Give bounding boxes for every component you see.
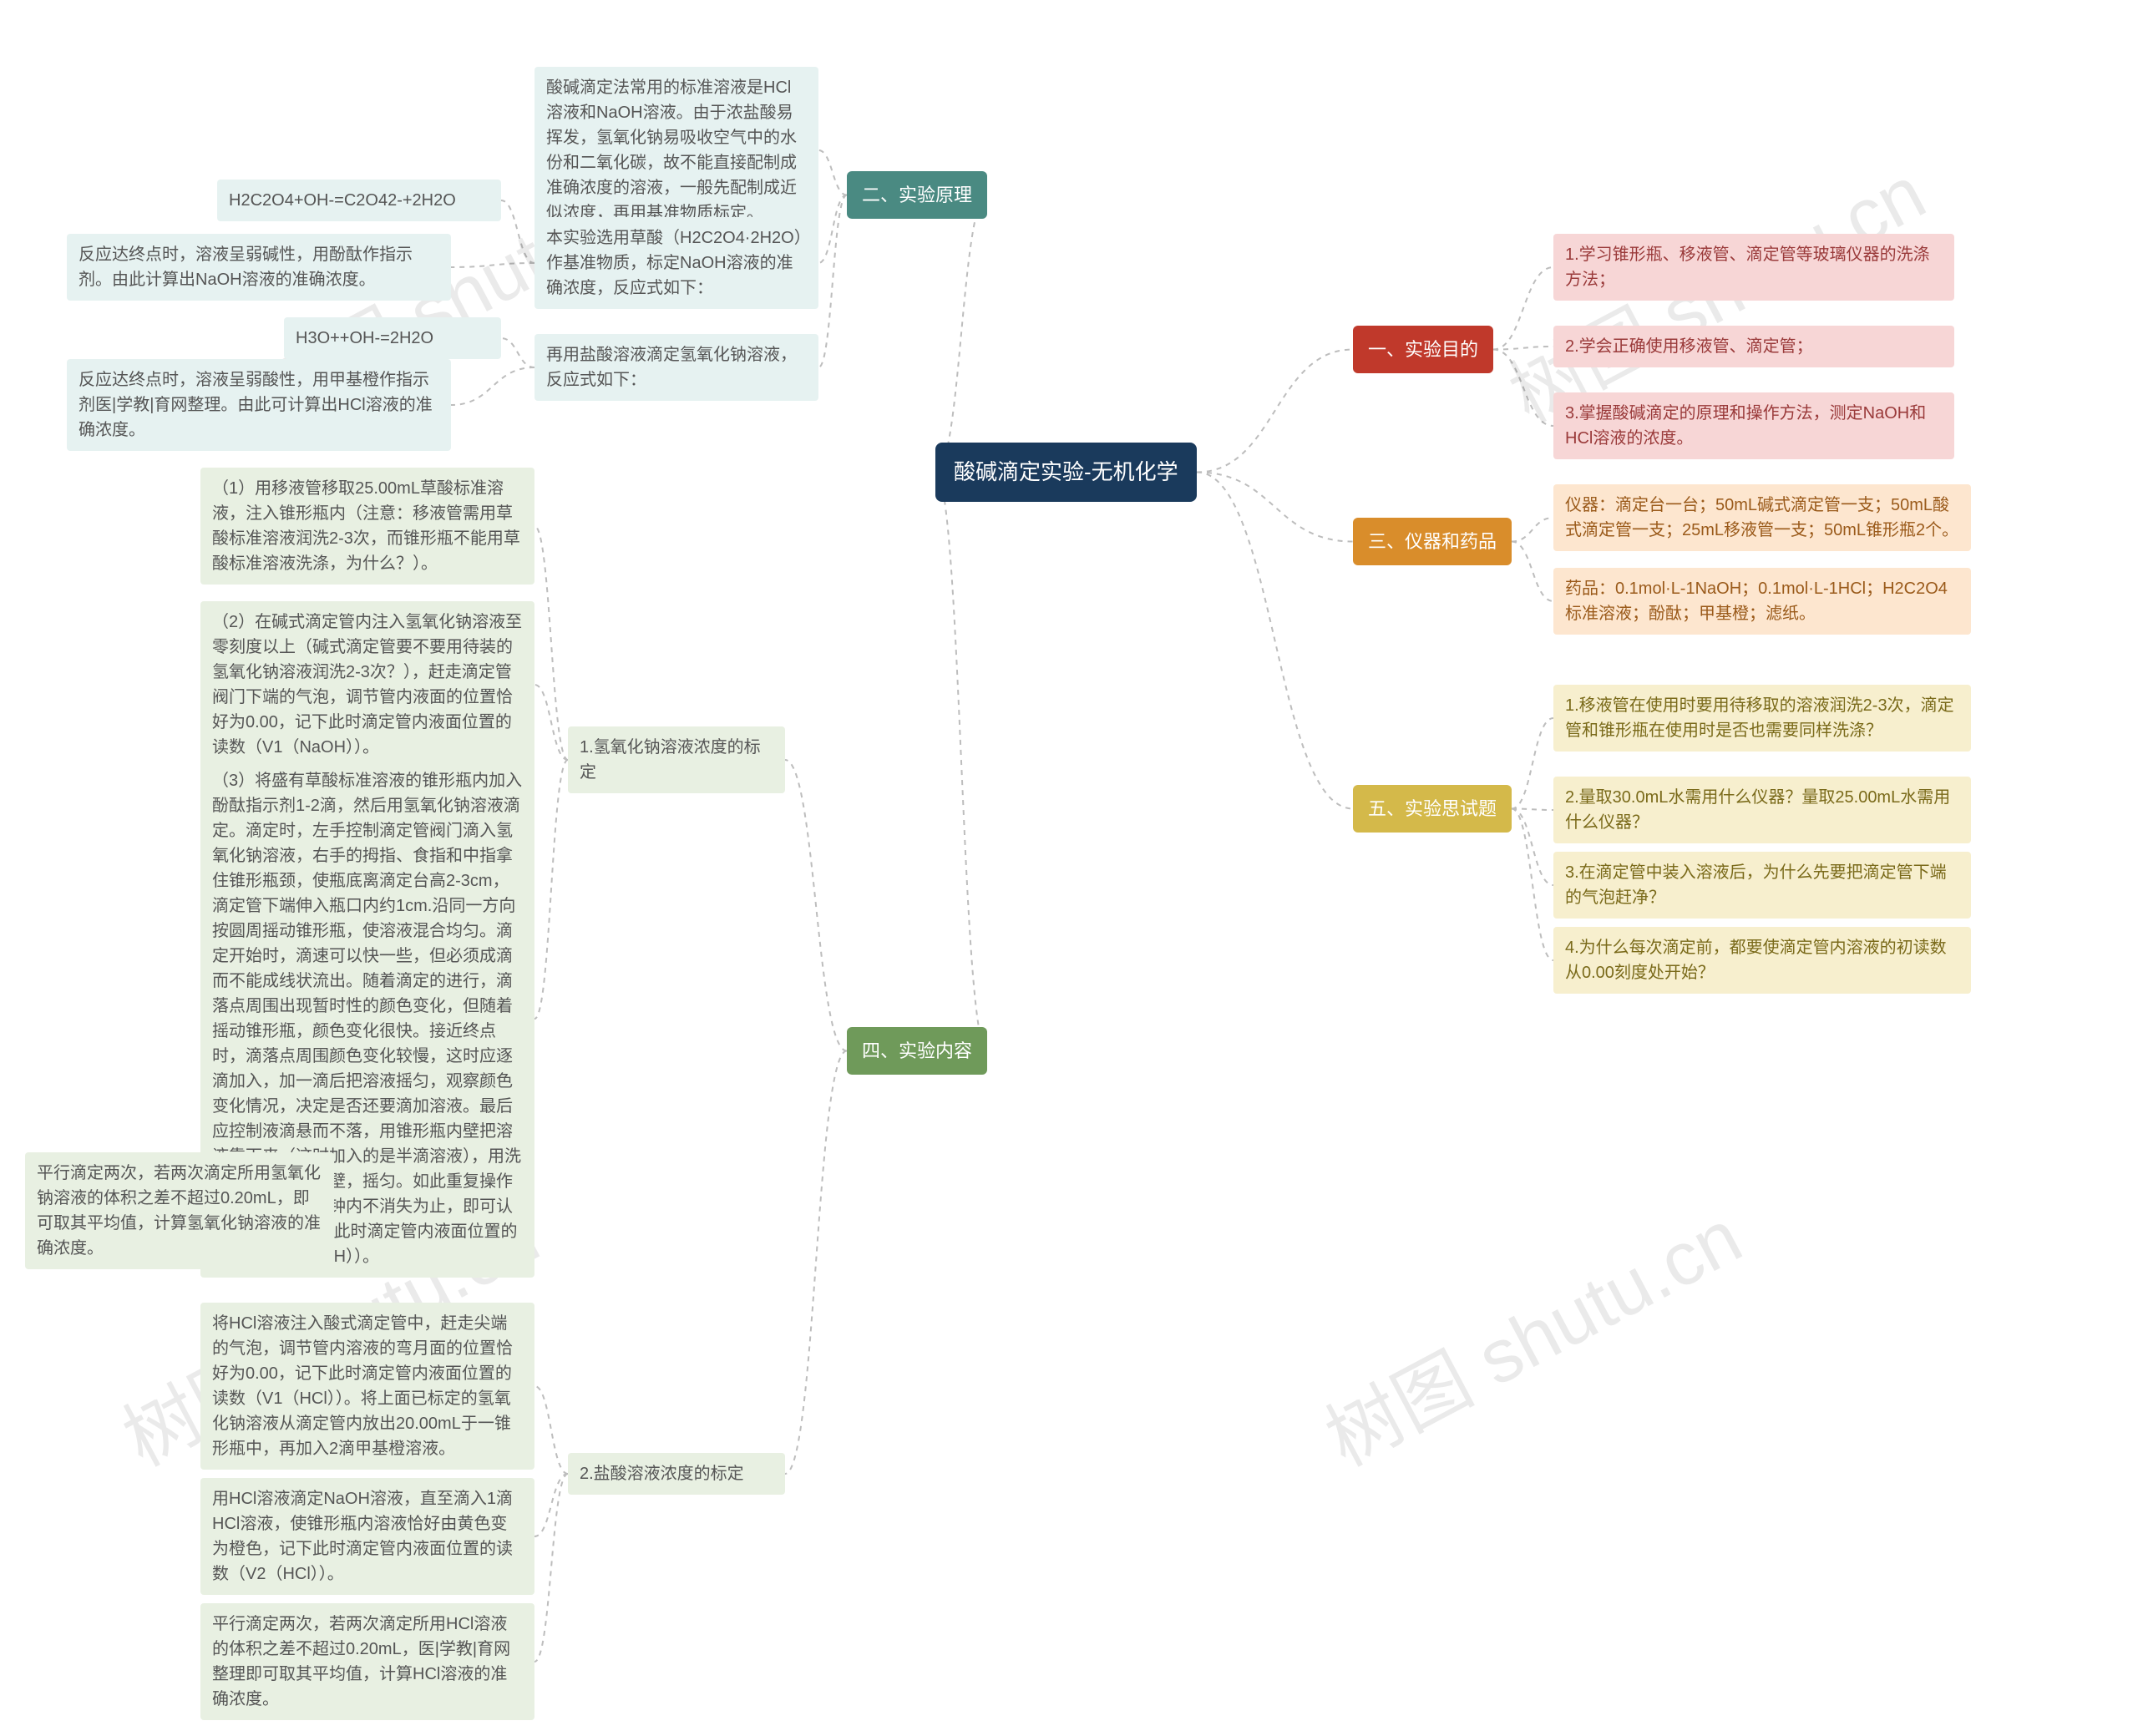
content-s2c: 平行滴定两次，若两次滴定所用HCl溶液的体积之差不超过0.20mL，医|学教|育… xyxy=(200,1603,534,1720)
branch-content[interactable]: 四、实验内容 xyxy=(847,1027,987,1075)
branch-questions[interactable]: 五、实验思试题 xyxy=(1353,785,1512,833)
question-3: 3.在滴定管中装入溶液后，为什么先要把滴定管下端的气泡赶净？ xyxy=(1553,852,1971,919)
apparatus-item-2: 药品：0.1mol·L-1NaOH；0.1mol·L-1HCl；H2C2O4标准… xyxy=(1553,568,1971,635)
question-2: 2.量取30.0mL水需用什么仪器？量取25.00mL水需用什么仪器？ xyxy=(1553,777,1971,843)
principle-n1: 酸碱滴定法常用的标准溶液是HCl溶液和NaOH溶液。由于浓盐酸易挥发，氢氧化钠易… xyxy=(534,67,818,234)
branch-apparatus[interactable]: 三、仪器和药品 xyxy=(1353,518,1512,565)
purpose-item-3: 3.掌握酸碱滴定的原理和操作方法，测定NaOH和HCl溶液的浓度。 xyxy=(1553,392,1954,459)
question-1: 1.移液管在使用时要用待移取的溶液润洗2-3次，滴定管和锥形瓶在使用时是否也需要… xyxy=(1553,685,1971,752)
principle-n3: 再用盐酸溶液滴定氢氧化钠溶液，反应式如下： xyxy=(534,334,818,401)
principle-n2a: H2C2O4+OH-=C2O42-+2H2O xyxy=(217,180,501,221)
principle-n2: 本实验选用草酸（H2C2O4·2H2O）作基准物质，标定NaOH溶液的准确浓度，… xyxy=(534,217,818,309)
purpose-item-1: 1.学习锥形瓶、移液管、滴定管等玻璃仪器的洗涤方法； xyxy=(1553,234,1954,301)
content-s1b: （2）在碱式滴定管内注入氢氧化钠溶液至零刻度以上（碱式滴定管要不要用待装的氢氧化… xyxy=(200,601,534,768)
content-s2b: 用HCl溶液滴定NaOH溶液，直至滴入1滴HCl溶液，使锥形瓶内溶液恰好由黄色变… xyxy=(200,1478,534,1595)
principle-n3b: 反应达终点时，溶液呈弱酸性，用甲基橙作指示剂医|学教|育网整理。由此可计算出HC… xyxy=(67,359,451,451)
principle-n3a: H3O++OH-=2H2O xyxy=(284,317,501,359)
content-s1d: 平行滴定两次，若两次滴定所用氢氧化钠溶液的体积之差不超过0.20mL，即可取其平… xyxy=(25,1152,334,1269)
content-s1a: （1）用移液管移取25.00mL草酸标准溶液，注入锥形瓶内（注意：移液管需用草酸… xyxy=(200,468,534,585)
root-node[interactable]: 酸碱滴定实验-无机化学 xyxy=(935,443,1197,502)
apparatus-item-1: 仪器：滴定台一台；50mL碱式滴定管一支；50mL酸式滴定管一支；25mL移液管… xyxy=(1553,484,1971,551)
branch-purpose[interactable]: 一、实验目的 xyxy=(1353,326,1493,373)
principle-n2b: 反应达终点时，溶液呈弱碱性，用酚酞作指示剂。由此计算出NaOH溶液的准确浓度。 xyxy=(67,234,451,301)
content-s1-title: 1.氢氧化钠溶液浓度的标定 xyxy=(568,726,785,793)
branch-principle[interactable]: 二、实验原理 xyxy=(847,171,987,219)
content-s2-title: 2.盐酸溶液浓度的标定 xyxy=(568,1453,785,1495)
purpose-item-2: 2.学会正确使用移液管、滴定管； xyxy=(1553,326,1954,367)
question-4: 4.为什么每次滴定前，都要使滴定管内溶液的初读数从0.00刻度处开始？ xyxy=(1553,927,1971,994)
watermark: 树图 shutu.cn xyxy=(1304,1177,1756,1487)
content-s2a: 将HCl溶液注入酸式滴定管中，赶走尖端的气泡，调节管内溶液的弯月面的位置恰好为0… xyxy=(200,1303,534,1470)
